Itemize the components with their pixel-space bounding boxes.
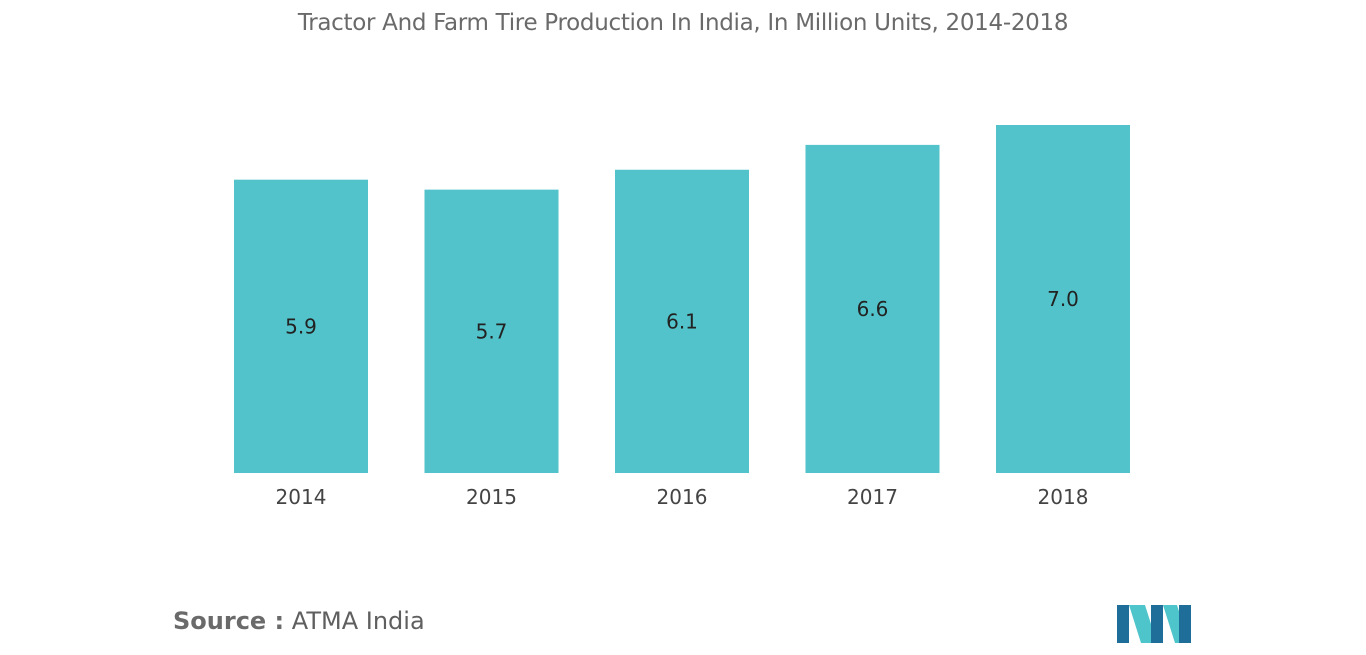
value-label-2018: 7.0 xyxy=(1047,287,1079,311)
logo-shape-mid-left xyxy=(1129,605,1157,643)
x-tick-label-2016: 2016 xyxy=(657,485,708,509)
logo-shape-mid xyxy=(1151,605,1163,643)
bar-2016 xyxy=(615,169,749,473)
value-label-2015: 5.7 xyxy=(476,319,508,343)
source-prefix: Source : xyxy=(173,607,285,635)
mordor-intelligence-logo-icon xyxy=(1117,605,1191,643)
x-axis-ticks-group: 2014 2015 2016 2017 2018 xyxy=(276,485,1089,509)
value-label-2014: 5.9 xyxy=(285,314,317,338)
source-text: ATMA India xyxy=(291,607,425,635)
bars-group xyxy=(234,125,1130,473)
chart-title: Tractor And Farm Tire Production In Indi… xyxy=(297,10,1069,36)
bar-2017 xyxy=(805,144,940,473)
bar-2018 xyxy=(996,125,1130,473)
bar-chart: 5.9 5.7 6.1 6.6 7.0 2014 2015 2016 2017 2018 xyxy=(234,125,1130,509)
logo-shape-left xyxy=(1117,605,1129,643)
logo-shape-right xyxy=(1179,605,1191,643)
x-tick-label-2014: 2014 xyxy=(276,485,327,509)
bar-2015 xyxy=(424,189,559,473)
source-note: Source : ATMA India xyxy=(173,607,425,635)
x-tick-label-2015: 2015 xyxy=(466,485,517,509)
x-tick-label-2018: 2018 xyxy=(1038,485,1089,509)
bar-2014 xyxy=(234,179,368,473)
value-label-2017: 6.6 xyxy=(857,297,889,321)
value-label-2016: 6.1 xyxy=(666,309,698,333)
x-tick-label-2017: 2017 xyxy=(847,485,898,509)
value-labels-group: 5.9 5.7 6.1 6.6 7.0 xyxy=(285,287,1079,343)
